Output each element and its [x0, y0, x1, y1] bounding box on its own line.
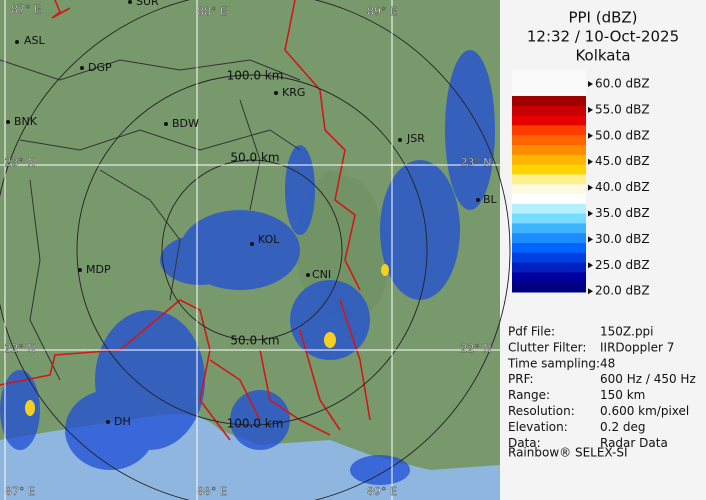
footer: Rainbow® SELEX-SI	[508, 446, 628, 460]
panel-title: PPI (dBZ)	[568, 9, 637, 27]
side-panel: PPI (dBZ) 12:32 / 10-Oct-2025 Kolkata 60…	[507, 9, 696, 460]
legend-label: 50.0 dBZ	[595, 128, 650, 142]
color-band	[512, 203, 586, 215]
grid-label: 87° E	[5, 485, 35, 498]
grid-label: 87° E	[11, 3, 41, 16]
city-label: KOL	[258, 233, 280, 246]
info-value: 48	[600, 356, 615, 370]
color-band	[512, 194, 586, 205]
color-band	[512, 184, 586, 195]
legend-pointer	[588, 184, 593, 191]
colorbar-top	[512, 70, 586, 96]
grid-label: 89° E	[367, 485, 397, 498]
grid-label: 23° N	[4, 156, 35, 169]
info-value: 0.600 km/pixel	[600, 404, 689, 418]
city-dots	[6, 0, 480, 424]
info-key: Range:	[508, 388, 550, 402]
legend-label: 55.0 dBZ	[595, 102, 650, 116]
color-band	[512, 213, 586, 224]
color-band	[512, 233, 586, 244]
legend-pointer	[588, 210, 593, 217]
range-label: 50.0 km	[230, 151, 279, 165]
grid-label: 22° N	[4, 342, 35, 355]
legend-label: 35.0 dBZ	[595, 206, 650, 220]
info-value: 0.2 deg	[600, 420, 646, 434]
legend-label: 25.0 dBZ	[595, 258, 650, 272]
info-value: 600 Hz / 450 Hz	[600, 372, 696, 386]
colorbar	[512, 70, 586, 293]
info-key: Data:	[508, 436, 541, 450]
color-band	[512, 145, 586, 156]
grid-label: 23° N	[460, 156, 491, 169]
city-label: DH	[114, 415, 131, 428]
color-band	[512, 115, 586, 126]
grid-label: 89° E	[367, 5, 397, 18]
info-key: PRF:	[508, 372, 534, 386]
boundaries	[0, 0, 371, 441]
color-band	[512, 174, 586, 185]
city-label: KRG	[282, 86, 305, 99]
legend-pointer	[588, 106, 593, 113]
grid-label: 88° E	[197, 485, 227, 498]
legend-pointer	[588, 288, 593, 295]
city-label: BL	[483, 193, 498, 206]
graticule	[0, 0, 500, 500]
legend-labels: 60.0 dBZ 55.0 dBZ 50.0 dBZ 45.0 dBZ 40.0 dBZ…	[588, 77, 650, 298]
info-key: Time sampling:	[507, 356, 600, 370]
color-band	[512, 96, 586, 107]
info-key: Pdf File:	[508, 325, 555, 339]
legend-pointer	[588, 158, 593, 165]
legend-pointer	[588, 81, 593, 87]
grid-label: 88° E	[197, 5, 227, 18]
echo-cores	[25, 264, 389, 416]
legend-label: 60.0 dBZ	[595, 77, 650, 91]
color-band	[512, 223, 586, 234]
color-band	[512, 262, 586, 273]
color-band	[512, 252, 586, 264]
color-band	[512, 282, 586, 293]
info-value: 150Z.ppi	[600, 325, 654, 339]
legend-pointer	[588, 262, 593, 269]
color-band	[512, 135, 586, 146]
info-key: Elevation:	[508, 420, 568, 434]
city-label: ASL	[24, 34, 46, 47]
color-band	[512, 154, 586, 166]
city-label: JSR	[406, 132, 425, 145]
legend-label: 20.0 dBZ	[595, 284, 650, 298]
info-value: IIRDoppler 7	[600, 340, 674, 354]
color-band	[512, 105, 586, 117]
legend-label: 30.0 dBZ	[595, 232, 650, 246]
city-label: CNI	[312, 268, 331, 281]
legend-label: 40.0 dBZ	[595, 180, 650, 194]
city-label: SUR	[136, 0, 159, 8]
legend-label: 45.0 dBZ	[595, 154, 650, 168]
color-band	[512, 125, 586, 136]
color-band	[512, 272, 586, 283]
city-label: BNK	[14, 115, 38, 128]
info-key: Clutter Filter:	[508, 340, 586, 354]
color-band	[512, 243, 586, 254]
info-value: Radar Data	[600, 436, 668, 450]
range-label: 50.0 km	[230, 334, 279, 348]
grid-label: 22° N	[460, 342, 491, 355]
info-value: 150 km	[600, 388, 645, 402]
map: 87° E 88° E 89° E 88° E 89° E 87° E 23° …	[0, 0, 511, 500]
city-label: MDP	[86, 263, 111, 276]
color-band	[512, 164, 586, 175]
legend-pointer	[588, 236, 593, 243]
range-label: 100.0 km	[227, 417, 284, 431]
legend-pointer	[588, 132, 593, 139]
panel-time: 12:32 / 10-Oct-2025	[527, 28, 679, 46]
info-key: Resolution:	[508, 404, 575, 418]
info-table: Pdf File: 150Z.ppi Clutter Filter: IIRDoppl…	[507, 325, 696, 450]
panel-station: Kolkata	[575, 47, 630, 65]
range-label: 100.0 km	[227, 69, 284, 83]
range-rings	[0, 0, 511, 500]
city-label: BDW	[172, 117, 199, 130]
city-label: DGP	[88, 61, 112, 74]
